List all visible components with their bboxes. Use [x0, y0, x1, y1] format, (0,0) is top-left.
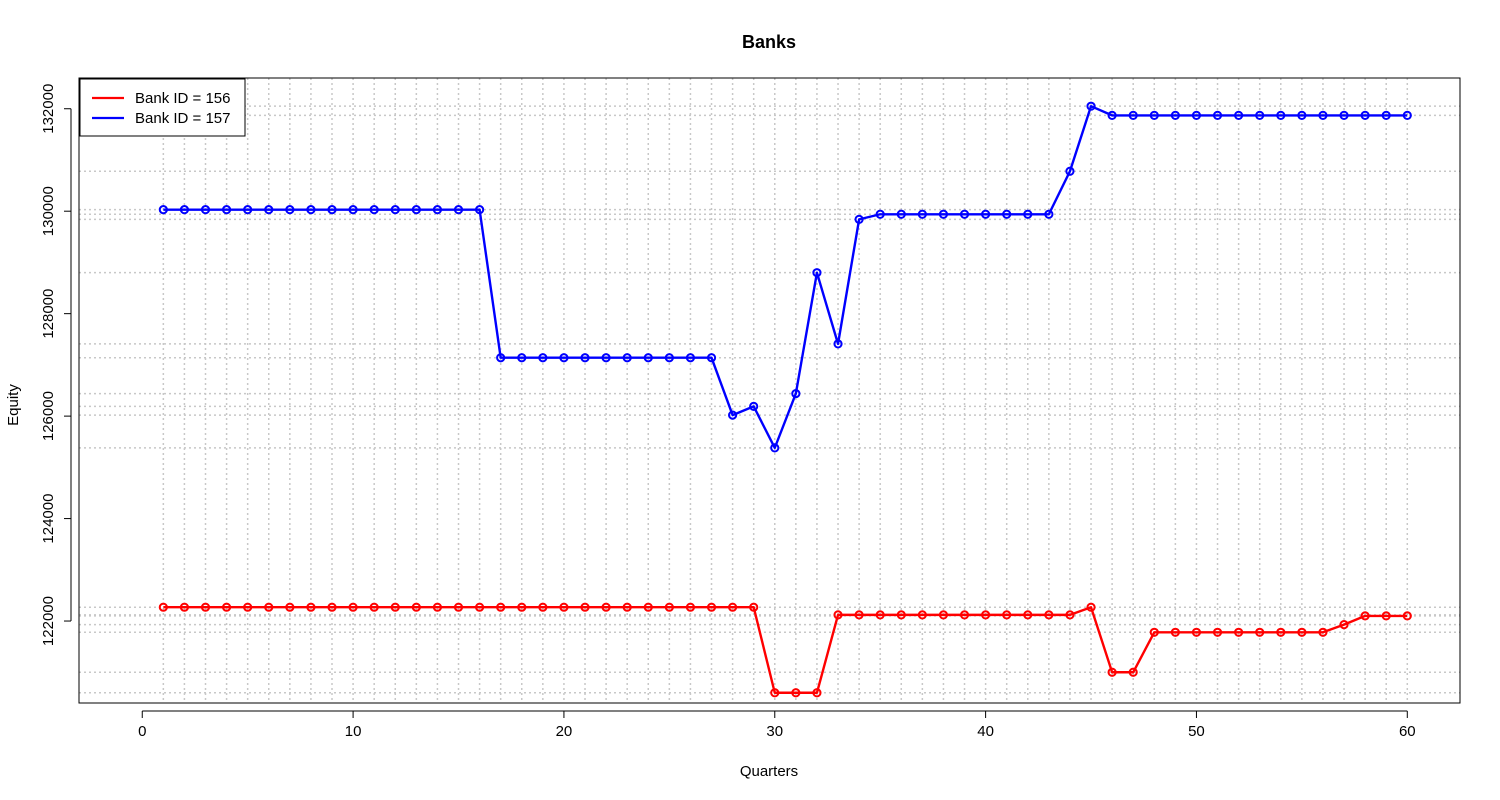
y-tick-label: 122000	[40, 596, 57, 646]
x-tick-label: 0	[138, 723, 146, 740]
legend: Bank ID = 156 Bank ID = 157	[80, 79, 245, 136]
y-tick-label: 126000	[40, 391, 57, 441]
y-tick-label: 128000	[40, 289, 57, 339]
legend-label-157: Bank ID = 157	[135, 110, 230, 127]
series-line-1	[163, 106, 1407, 448]
axes: 0 10 20 30 40 50 60 122000 124000 126000 128000 130…	[40, 84, 1416, 740]
x-tick-label: 50	[1188, 723, 1205, 740]
y-axis-label: Equity	[5, 384, 22, 426]
y-tick-label: 130000	[40, 186, 57, 236]
legend-box	[80, 79, 245, 136]
y-tick-label: 132000	[40, 84, 57, 134]
x-tick-label: 40	[977, 723, 994, 740]
x-tick-label: 60	[1399, 723, 1416, 740]
series-line-0	[163, 607, 1407, 693]
legend-label-156: Bank ID = 156	[135, 90, 230, 107]
x-tick-label: 10	[345, 723, 362, 740]
x-axis-label: Quarters	[740, 763, 798, 780]
x-tick-label: 30	[766, 723, 783, 740]
x-tick-label: 20	[556, 723, 573, 740]
chart-title: Banks	[742, 32, 796, 52]
y-tick-label: 124000	[40, 494, 57, 544]
